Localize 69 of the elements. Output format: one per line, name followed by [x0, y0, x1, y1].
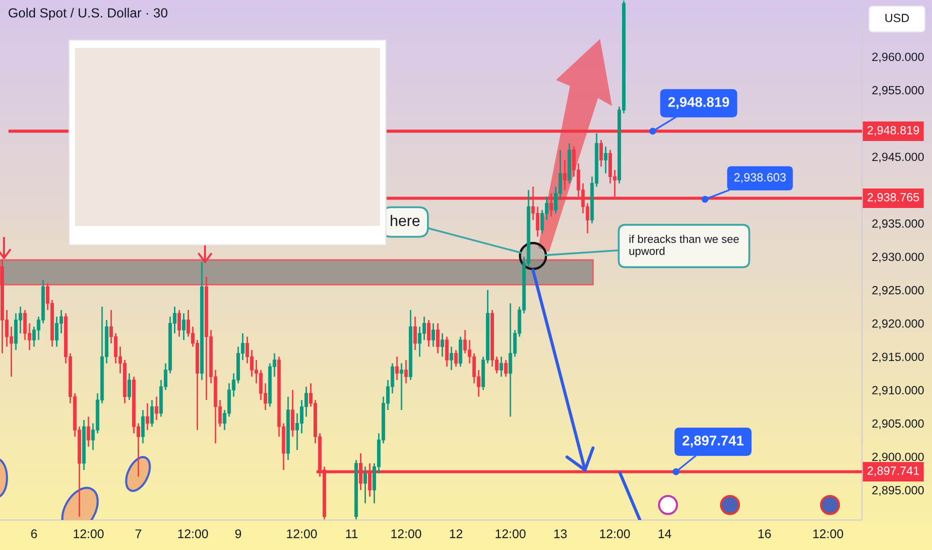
candlestick	[422, 316, 426, 341]
candlestick	[454, 349, 458, 368]
annotation: 2,938.603	[734, 173, 786, 183]
y-tick-label: 2,895.000	[872, 486, 924, 496]
candlestick	[426, 319, 430, 348]
ref-line-label: 2,897.741	[868, 466, 919, 476]
x-tick-label: 12	[450, 529, 462, 538]
candlestick	[500, 356, 504, 378]
y-tick-label: 2,920.000	[872, 319, 924, 330]
candlestick	[23, 309, 27, 341]
x-tick-label: 12:00	[391, 529, 422, 538]
ref-line-label: 2,948.819	[868, 126, 919, 136]
candlestick	[404, 359, 408, 384]
candlestick	[146, 402, 150, 431]
x-tick-label: 12:00	[178, 529, 208, 538]
candlestick	[432, 322, 436, 348]
x-tick-label: 12:00	[813, 529, 844, 538]
candlestick	[128, 372, 132, 401]
annotation: 2,897.741	[682, 436, 744, 448]
candlestick	[363, 466, 367, 504]
x-tick-label: 11	[346, 529, 358, 538]
candlestick	[177, 309, 181, 338]
y-tick-label: 2,935.000	[872, 219, 924, 230]
candlestick	[413, 316, 417, 351]
x-tick-label: 12:00	[74, 529, 104, 538]
candlestick	[508, 302, 512, 418]
candlestick	[395, 356, 399, 381]
annotation: 2,948.819	[668, 97, 730, 109]
candlestick	[141, 409, 145, 444]
y-axis-title: USD	[885, 14, 909, 22]
y-tick-label: 2,960.000	[872, 52, 924, 62]
y-tick-label: 2,900.000	[872, 452, 924, 462]
candlestick	[440, 332, 444, 358]
y-tick-label: 2,910.000	[872, 386, 924, 396]
candlestick	[445, 336, 449, 368]
candlestick	[182, 312, 186, 341]
annotation: here	[390, 214, 420, 226]
x-tick-label: 12:00	[600, 529, 630, 538]
candlestick	[86, 416, 90, 448]
x-tick-label: 12:00	[287, 529, 317, 538]
candlestick	[400, 362, 404, 411]
x-tick-label: 9	[235, 529, 242, 538]
candlestick	[536, 206, 540, 238]
y-tick-label: 2,930.000	[872, 252, 924, 262]
candlestick	[154, 396, 158, 421]
candlestick	[458, 336, 462, 368]
candlestick	[563, 159, 567, 191]
x-tick-label: 7	[136, 529, 142, 538]
y-tick-label: 2,925.000	[872, 286, 924, 296]
x-tick-label: 6	[31, 529, 37, 538]
x-tick-label: 14	[658, 529, 672, 538]
y-tick-label: 2,915.000	[872, 352, 924, 362]
x-tick-label: 13	[554, 529, 567, 538]
candlestick	[14, 312, 18, 351]
candlestick	[436, 322, 440, 354]
ref-line-label: 2,938.765	[868, 193, 920, 203]
candlestick	[450, 346, 454, 371]
y-tick-label: 2,955.000	[872, 86, 924, 96]
annotation: if breacks than we see upword	[629, 234, 739, 258]
x-tick-label: 12:00	[496, 529, 526, 538]
y-tick-label: 2,945.000	[872, 152, 924, 162]
candlestick	[604, 146, 608, 174]
candlestick	[599, 139, 603, 168]
x-tick-label: 16	[758, 529, 771, 538]
candlestick	[504, 359, 508, 378]
candlestick	[290, 389, 294, 438]
y-tick-label: 2,905.000	[872, 419, 924, 430]
text: Gold Spot / U.S. Dollar · 30	[8, 8, 168, 20]
candlestick	[150, 399, 154, 428]
